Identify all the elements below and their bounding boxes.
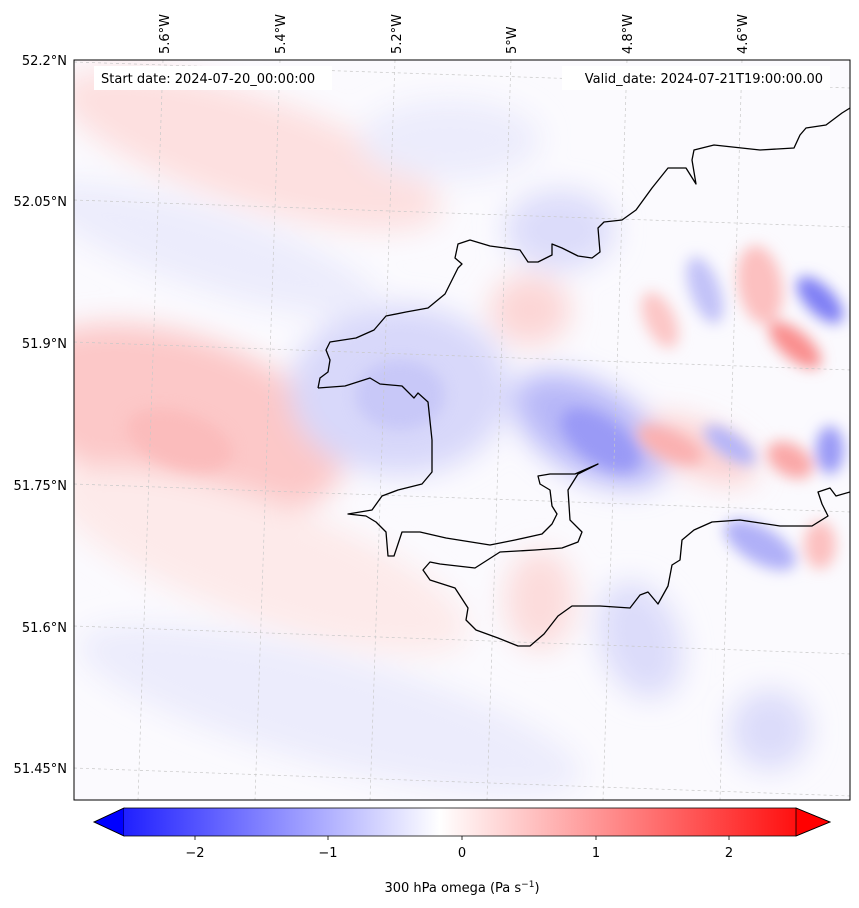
omega-negative-region <box>74 182 382 318</box>
omega-negative-region <box>360 100 540 180</box>
omega-negative-region <box>796 276 844 324</box>
colorbar-tick-label: 1 <box>592 846 600 861</box>
lat-label: 51.75°N <box>14 479 67 494</box>
omega-negative-region <box>561 408 639 472</box>
lon-label: 5.6°W <box>158 14 173 54</box>
lat-label: 51.9°N <box>22 337 67 352</box>
omega-negative-region <box>78 624 582 796</box>
omega-positive-region <box>505 550 575 650</box>
lon-label: 5°W <box>505 26 520 54</box>
omega-positive-region <box>126 408 234 472</box>
colorbar-tick-label: 0 <box>458 846 466 861</box>
omega-negative-region <box>597 581 683 699</box>
omega-negative-region <box>355 360 445 430</box>
colorbar-label-unit-exponent: −1 <box>521 880 534 890</box>
colorbar: −2 −1 0 1 2 300 hPa omega (Pa s−1) <box>93 807 832 896</box>
colorbar-extend-low <box>93 807 125 837</box>
colorbar-tick-label: 2 <box>725 846 733 861</box>
omega-positive-region <box>641 292 679 348</box>
colorbar-label-close: ) <box>534 881 539 896</box>
start-label-box <box>94 66 332 90</box>
start-date-label: Start date: 2024-07-20_00:00:00 <box>101 72 315 87</box>
lat-label: 51.6°N <box>22 621 67 636</box>
colorbar-label: 300 hPa omega (Pa s−1) <box>384 880 539 896</box>
omega-negative-region <box>816 426 844 474</box>
lon-label: 4.6°W <box>736 14 751 54</box>
map-border <box>73 59 851 801</box>
map-panel: Start date: 2024-07-20_00:00:00 Valid_da… <box>73 59 851 801</box>
colorbar-bar <box>124 808 796 836</box>
colorbar-outline <box>93 807 832 837</box>
valid-date-label: Valid_date: 2024-07-21T19:00:00.00 <box>585 72 823 87</box>
omega-negative-region <box>686 256 724 324</box>
colorbar-tick-label: −2 <box>185 846 204 861</box>
latitude-labels: 52.2°N 52.05°N 51.9°N 51.75°N 51.6°N 51.… <box>14 54 67 777</box>
longitude-labels: 5.6°W 5.4°W 5.2°W 5°W 4.8°W 4.6°W <box>158 14 751 54</box>
colorbar-tick-label: −1 <box>318 846 337 861</box>
omega-positive-region <box>804 521 836 569</box>
valid-label-box <box>562 66 830 90</box>
lat-label: 52.2°N <box>22 54 67 69</box>
lon-label: 5.4°W <box>274 14 289 54</box>
lat-label: 51.45°N <box>14 762 67 777</box>
omega-negative-region <box>724 519 796 571</box>
omega-negative-region <box>730 690 810 770</box>
colorbar-extend-high <box>795 807 832 837</box>
lon-label: 4.8°W <box>621 14 636 54</box>
omega-positive-region <box>768 321 822 369</box>
lon-label: 5.2°W <box>390 14 405 54</box>
omega-positive-region <box>637 425 703 465</box>
omega-positive-region <box>737 245 783 325</box>
colorbar-label-main: 300 hPa omega (Pa s <box>384 881 521 896</box>
omega-positive-region <box>766 441 814 479</box>
colorbar-ticks <box>194 836 730 840</box>
omega-positive-region <box>74 69 441 231</box>
omega-field <box>74 69 844 796</box>
coastline <box>317 107 850 647</box>
omega-positive-region <box>490 275 570 345</box>
omega-negative-region <box>704 425 756 465</box>
omega-positive-region <box>74 465 468 655</box>
lat-label: 52.05°N <box>14 195 67 210</box>
omega-negative-region <box>505 190 615 270</box>
